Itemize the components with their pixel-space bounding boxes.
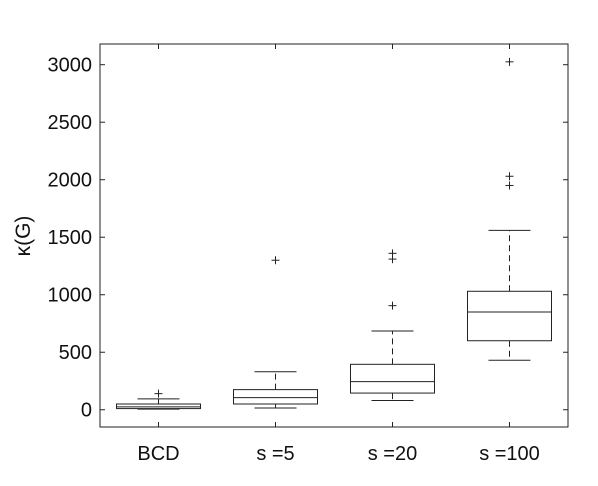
outlier-point (505, 57, 514, 66)
x-tick-label: s =100 (479, 443, 540, 465)
y-tick-label: 3000 (48, 55, 93, 77)
box-series (116, 57, 552, 410)
iqr-box (116, 403, 201, 410)
iqr-box (467, 290, 552, 342)
plot-area-frame (99, 43, 569, 428)
x-tick-label: s =5 (256, 443, 294, 465)
y-axis-title: κ(G) (12, 216, 35, 257)
outlier-point (388, 249, 397, 258)
outlier-point (505, 172, 514, 181)
box-group (233, 256, 318, 409)
y-axis: 0 500 1000 1500 2000 2500 3000 (48, 55, 568, 422)
outlier-point (271, 256, 280, 265)
y-tick-label: 2000 (48, 170, 93, 192)
outlier-point (505, 181, 514, 190)
y-tick-label: 0 (81, 400, 92, 422)
box-group (467, 57, 552, 361)
iqr-box (233, 389, 318, 405)
y-tick-label: 2500 (48, 112, 93, 134)
y-tick-label: 1500 (48, 227, 93, 249)
x-tick-label: BCD (137, 443, 179, 465)
outlier-point (388, 301, 397, 310)
iqr-box (350, 363, 435, 394)
x-axis: BCD s =5 s =20 s =100 (137, 44, 540, 465)
y-tick-label: 1000 (48, 285, 93, 307)
y-tick-label: 500 (59, 342, 92, 364)
box-group (350, 249, 435, 402)
box-group (116, 389, 201, 410)
outlier-point (154, 389, 163, 398)
x-tick-label: s =20 (368, 443, 417, 465)
